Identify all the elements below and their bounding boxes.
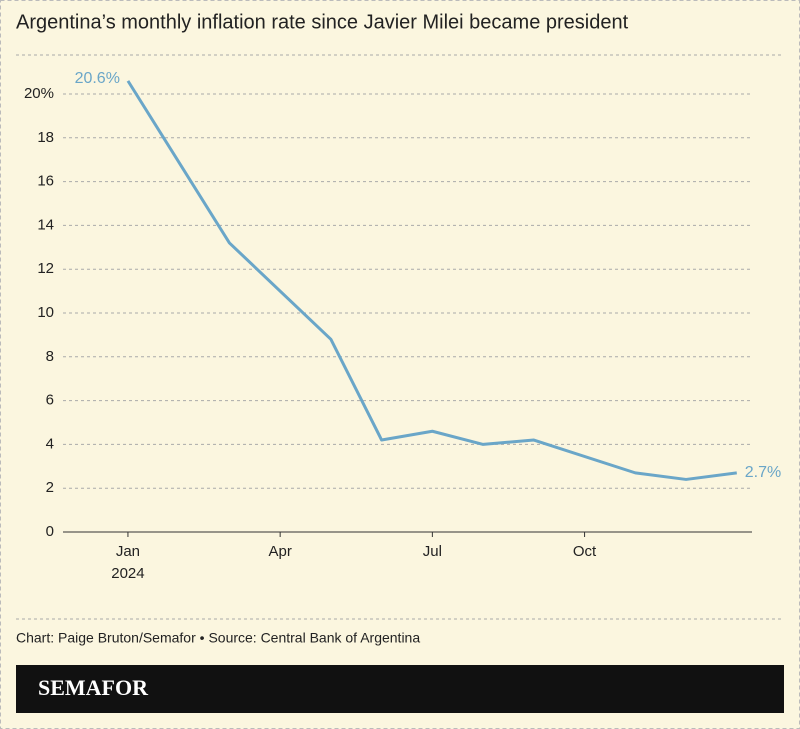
chart-title: Argentina’s monthly inflation rate since…	[16, 11, 629, 33]
value-label: 2.7%	[745, 464, 781, 481]
line	[126, 80, 737, 481]
brand-bar	[16, 665, 784, 713]
x-tick-sublabel: 2024	[111, 565, 144, 582]
x-tick-label: Oct	[573, 543, 597, 560]
y-tick-label: 4	[46, 435, 54, 452]
y-tick-label: 18	[37, 129, 54, 146]
x-tick-label: Jan	[116, 543, 140, 560]
y-tick-label: 0	[46, 523, 54, 540]
x-tick-label: Jul	[423, 543, 442, 560]
y-tick-label: 12	[37, 260, 54, 277]
x-tick-label: Apr	[268, 543, 291, 560]
source: Chart: Paige Bruton/Semafor • Source: Ce…	[16, 630, 420, 646]
y-tick-label: 2	[46, 479, 54, 496]
brand: SEMAFOR	[38, 675, 149, 700]
y-tick-label: 10	[37, 304, 54, 321]
y-tick-label: 8	[46, 348, 54, 365]
y-tick-label: 6	[46, 392, 54, 409]
value-label: 20.6%	[75, 70, 120, 87]
y-tick-label: 16	[37, 173, 54, 190]
y-tick-label: 20%	[24, 85, 54, 102]
y-tick-label: 14	[37, 216, 54, 233]
